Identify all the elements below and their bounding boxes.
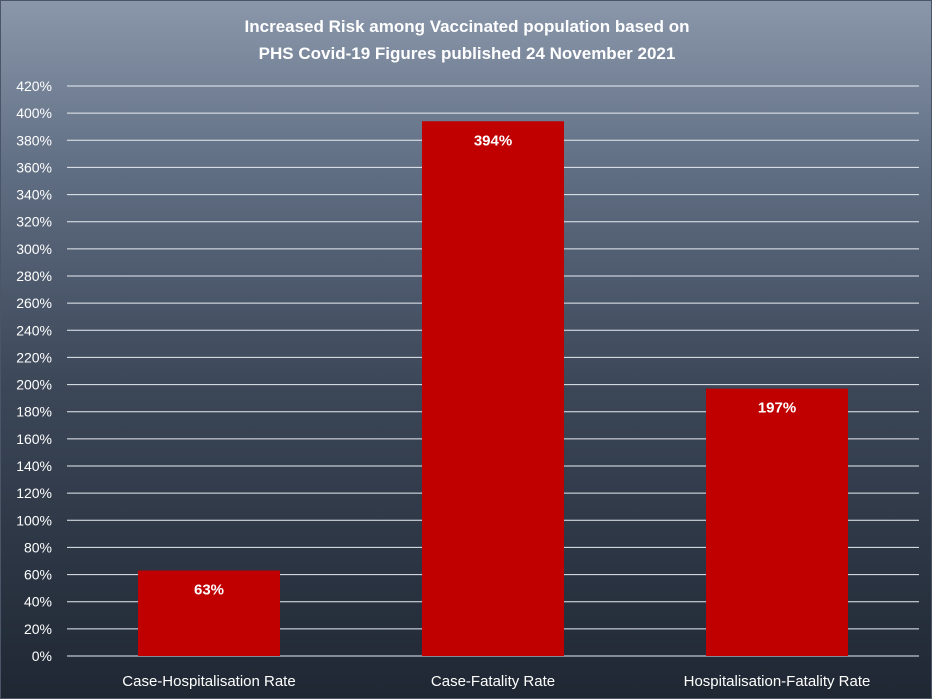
y-tick-label: 240% [16,322,52,338]
y-tick-label: 320% [16,214,52,230]
data-labels: 63% 394% 197% [194,132,796,598]
y-tick-label: 360% [16,159,52,175]
y-tick-label: 140% [16,458,52,474]
y-tick-label: 160% [16,431,52,447]
data-label: 394% [474,132,512,149]
x-category-label: Case-Fatality Rate [431,673,555,690]
y-tick-label: 380% [16,132,52,148]
bars [138,121,848,657]
y-tick-label: 0% [32,648,52,664]
y-tick-label: 340% [16,187,52,203]
y-tick-label: 280% [16,268,52,284]
y-tick-label: 60% [24,567,52,583]
y-tick-label: 300% [16,241,52,257]
y-tick-label: 420% [16,78,52,94]
chart-title: Increased Risk among Vaccinated populati… [245,17,690,63]
y-tick-label: 180% [16,404,52,420]
y-tick-label: 100% [16,512,52,528]
data-label: 197% [758,400,796,417]
y-tick-label: 220% [16,349,52,365]
x-category-label: Case-Hospitalisation Rate [122,673,295,690]
y-tick-label: 80% [24,539,52,555]
y-tick-label: 260% [16,295,52,311]
bar [706,388,848,656]
y-tick-label: 20% [24,621,52,637]
y-axis-tick-labels: 0% 20% 40% 60% 80% 100% 120% 140% 160% 180% 200% 22… [16,78,52,664]
bar [422,121,564,657]
bar [138,570,280,656]
chart-title-line-2: PHS Covid-19 Figures published 24 Novemb… [259,44,676,63]
y-tick-label: 120% [16,485,52,501]
data-label: 63% [194,582,224,599]
y-tick-label: 200% [16,377,52,393]
x-category-label: Hospitalisation-Fatality Rate [684,673,871,690]
x-axis-category-labels: Case-Hospitalisation Rate Case-Fatality R… [122,673,870,690]
y-tick-label: 40% [24,594,52,610]
chart-title-line-1: Increased Risk among Vaccinated populati… [245,17,690,36]
y-tick-label: 400% [16,105,52,121]
